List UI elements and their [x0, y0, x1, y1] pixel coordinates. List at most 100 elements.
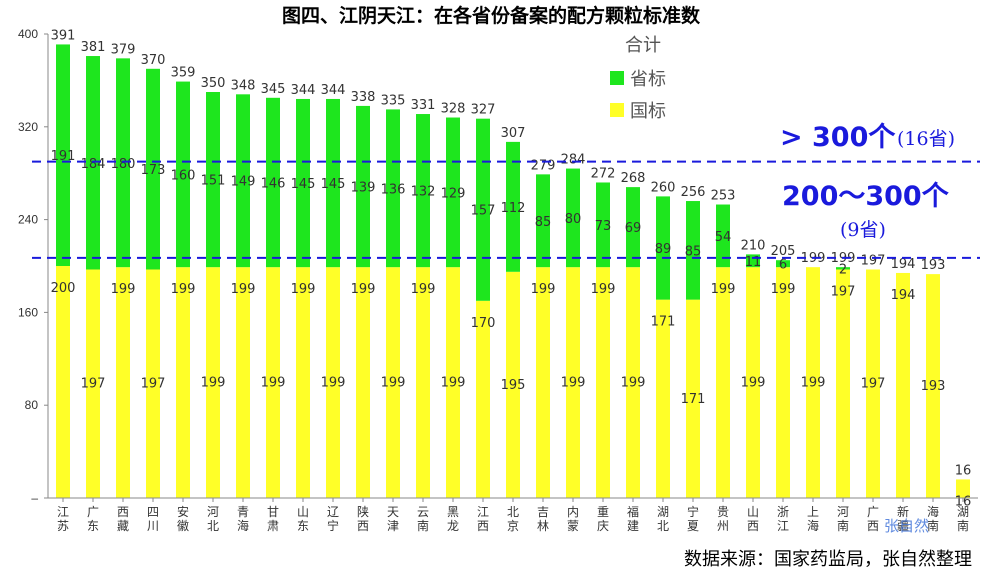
data-label-national: 199 [801, 376, 826, 391]
data-label-provincial: 149 [231, 175, 256, 190]
bar-provincial [416, 114, 430, 268]
x-tick-label: 山西 [747, 505, 759, 533]
data-label-total: 197 [861, 253, 886, 268]
data-label-national: 199 [411, 282, 436, 297]
bar-national [836, 269, 850, 498]
bar-provincial [326, 98, 340, 268]
data-label-total: 338 [351, 90, 376, 105]
data-label-national: 199 [201, 376, 226, 391]
data-label-national: 199 [291, 282, 316, 297]
data-label-total: 344 [321, 83, 346, 98]
bar-provincial [686, 201, 700, 300]
x-tick-label: 宁夏 [687, 504, 699, 533]
data-label-provincial: 2 [839, 262, 847, 277]
data-label-provincial: 85 [535, 215, 552, 230]
data-label-total: 253 [711, 189, 736, 204]
x-tick-label: 江西 [477, 505, 489, 533]
bar-national [566, 267, 580, 498]
y-tick-label: 320 [18, 120, 38, 134]
data-label-national: 197 [861, 377, 886, 392]
data-label-total: 345 [261, 82, 286, 97]
y-tick-label: – [31, 491, 38, 505]
x-tick-label: 河南 [837, 505, 849, 533]
annotation-over-300-count: (16省) [897, 128, 955, 150]
data-label-national: 195 [501, 378, 526, 393]
data-label-national: 200 [51, 281, 76, 296]
bar-provincial [116, 58, 130, 268]
data-label-total: 350 [201, 76, 226, 91]
legend: 合计 省标 国标 [610, 35, 666, 122]
x-tick-label: 吉林 [537, 505, 549, 533]
data-label-total: 194 [891, 257, 916, 272]
data-label-national: 199 [381, 376, 406, 391]
bar-national [746, 267, 760, 498]
data-label-national: 199 [171, 282, 196, 297]
data-label-provincial: 89 [655, 242, 672, 257]
bar-national [476, 300, 490, 498]
bar-provincial [146, 68, 160, 270]
x-tick-label: 四川 [147, 505, 159, 533]
data-label-total: 344 [291, 83, 316, 98]
data-label-provincial: 160 [171, 168, 196, 183]
data-label-total: 307 [501, 126, 526, 141]
data-label-total: 284 [561, 153, 586, 168]
bar-provincial [656, 196, 670, 300]
watermark: 张自然 [884, 517, 929, 535]
data-label-provincial: 80 [565, 212, 582, 227]
data-label-national: 199 [771, 282, 796, 297]
bar-national [116, 267, 130, 498]
bar-provincial [266, 97, 280, 268]
bar-national [866, 269, 880, 498]
legend-title: 合计 [625, 35, 661, 56]
bar-national [596, 267, 610, 498]
chart-title: 图四、江阴天江：在各省份备案的配方颗粒标准数 [282, 4, 701, 27]
data-label-national: 199 [621, 376, 646, 391]
data-label-provincial: 180 [111, 157, 136, 172]
data-label-national: 197 [141, 377, 166, 392]
data-label-total: 381 [81, 40, 106, 55]
bar-national [356, 267, 370, 498]
data-label-provincial: 54 [715, 230, 732, 245]
bar-national [506, 271, 520, 498]
bar-national [56, 266, 70, 498]
x-tick-label: 北京 [507, 505, 519, 533]
bar-provincial [236, 94, 250, 268]
bar-national [86, 269, 100, 498]
data-label-total: 210 [741, 238, 766, 253]
bar-national [956, 479, 970, 498]
data-label-total: 256 [681, 185, 706, 200]
data-label-total: 327 [471, 103, 496, 118]
data-label-provincial: 69 [625, 221, 642, 236]
data-label-total: 331 [411, 98, 436, 113]
x-tick-label: 重庆 [597, 505, 609, 533]
bar-national [536, 267, 550, 498]
data-label-total: 328 [441, 102, 466, 117]
data-label-national: 170 [471, 316, 496, 331]
bar-national [926, 274, 940, 498]
bar-provincial [506, 141, 520, 272]
data-label-national: 171 [681, 392, 706, 407]
bar-provincial [56, 44, 70, 266]
bar-national [236, 267, 250, 498]
annotation-200-300: 200～300个 [782, 181, 950, 212]
x-tick-label: 新疆 [897, 504, 909, 533]
x-tick-label: 甘肃 [267, 505, 279, 533]
data-label-provincial: 145 [321, 177, 346, 192]
bar-national [176, 267, 190, 498]
data-label-provincial: 151 [201, 174, 226, 189]
data-label-total: 268 [621, 171, 646, 186]
legend-swatch-national [610, 103, 624, 117]
data-label-national: 199 [261, 376, 286, 391]
x-tick-label: 湖南 [957, 504, 969, 533]
bar-national [806, 267, 820, 498]
data-label-provincial: 112 [501, 201, 526, 216]
bar-provincial [386, 109, 400, 268]
annotation-over-300: > 300个 [780, 122, 896, 153]
data-label-national: 199 [531, 282, 556, 297]
bar-national [416, 267, 430, 498]
bar-national [446, 267, 460, 498]
data-label-national: 199 [561, 376, 586, 391]
bar-provincial [626, 187, 640, 268]
